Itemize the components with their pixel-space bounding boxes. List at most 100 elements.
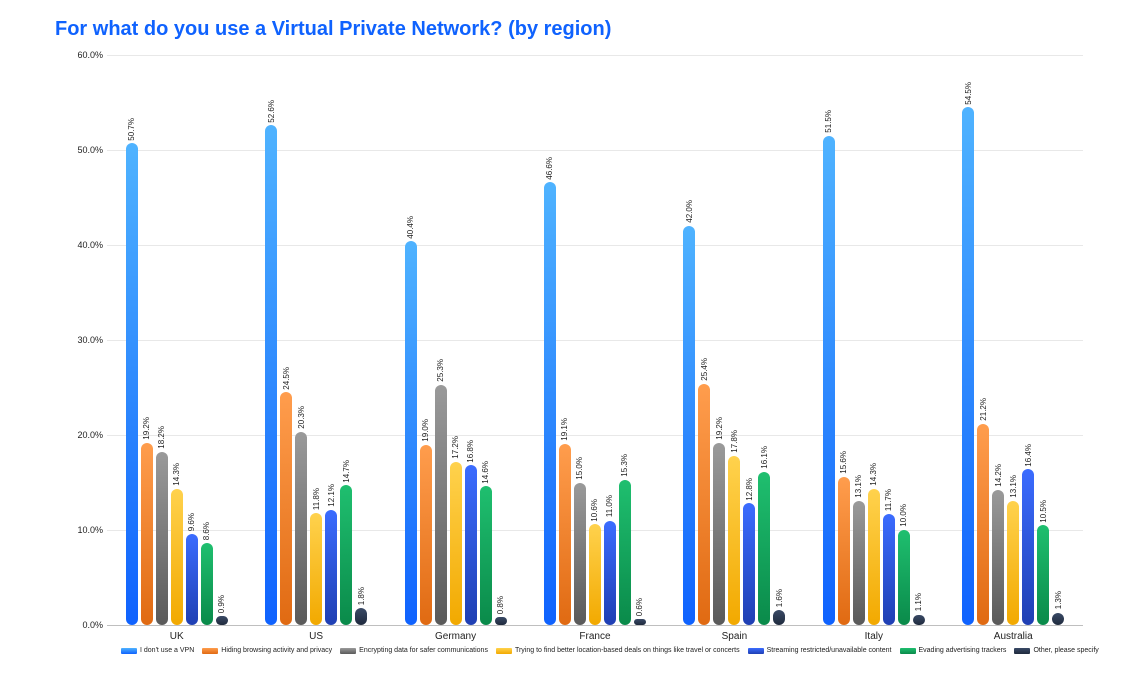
bar: 42.0% <box>683 55 695 625</box>
bar-rect <box>838 477 850 625</box>
bar-value-label: 11.8% <box>312 488 321 510</box>
x-axis-label: Australia <box>944 631 1083 642</box>
bar-rect <box>480 486 492 625</box>
bar: 17.8% <box>728 55 740 625</box>
bar: 1.6% <box>773 55 785 625</box>
bar-rect <box>186 534 198 625</box>
bar-value-label: 9.6% <box>187 513 196 531</box>
bar-value-label: 10.0% <box>899 504 908 527</box>
legend-swatch <box>1014 648 1030 654</box>
bar: 16.1% <box>758 55 770 625</box>
x-axis-label: Germany <box>386 631 525 642</box>
bar-value-label: 13.1% <box>1009 475 1018 498</box>
bar-value-label: 40.4% <box>406 216 415 239</box>
bar: 15.0% <box>574 55 586 625</box>
bar: 20.3% <box>295 55 307 625</box>
bar-value-label: 51.5% <box>824 110 833 133</box>
bar: 51.5% <box>823 55 835 625</box>
bar: 19.2% <box>141 55 153 625</box>
bar: 50.7% <box>126 55 138 625</box>
y-tick-label: 10.0% <box>63 525 103 535</box>
x-axis-labels: UKUSGermanyFranceSpainItalyAustralia <box>107 631 1083 642</box>
bar-rect <box>992 490 1004 625</box>
bar: 25.3% <box>435 55 447 625</box>
x-axis-label: France <box>525 631 664 642</box>
bar-value-label: 14.3% <box>172 463 181 486</box>
bar-value-label: 16.1% <box>760 446 769 469</box>
bar-value-label: 14.7% <box>342 460 351 483</box>
y-tick-label: 60.0% <box>63 50 103 60</box>
bar-group: 46.6%19.1%15.0%10.6%11.0%15.3%0.6% <box>525 55 664 625</box>
bar-value-label: 1.3% <box>1054 591 1063 609</box>
bar-rect <box>977 424 989 625</box>
bar-group: 40.4%19.0%25.3%17.2%16.8%14.6%0.8% <box>386 55 525 625</box>
bar-rect <box>420 445 432 626</box>
legend-item: Streaming restricted/unavailable content <box>748 647 892 654</box>
bar: 52.6% <box>265 55 277 625</box>
bar-group: 42.0%25.4%19.2%17.8%12.8%16.1%1.6% <box>665 55 804 625</box>
bar-rect <box>743 503 755 625</box>
bar: 14.3% <box>171 55 183 625</box>
bar-rect <box>883 514 895 625</box>
bar-value-label: 12.1% <box>327 484 336 507</box>
bar-rect <box>604 521 616 626</box>
y-tick-label: 30.0% <box>63 335 103 345</box>
bar: 14.2% <box>992 55 1004 625</box>
bar-value-label: 14.3% <box>869 463 878 486</box>
bar-rect <box>310 513 322 625</box>
bar: 1.8% <box>355 55 367 625</box>
bar-value-label: 25.3% <box>436 359 445 382</box>
legend-item: Encrypting data for safer communications <box>340 647 488 654</box>
legend-item: Evading advertising trackers <box>900 647 1007 654</box>
bar-value-label: 24.5% <box>282 367 291 390</box>
bar-rect <box>216 616 228 625</box>
legend-label: I don't use a VPN <box>140 647 194 654</box>
bar-value-label: 11.0% <box>605 495 614 517</box>
bar-group: 54.5%21.2%14.2%13.1%16.4%10.5%1.3% <box>944 55 1083 625</box>
bar-value-label: 21.2% <box>979 398 988 421</box>
bar-rect <box>962 107 974 625</box>
bar-value-label: 46.6% <box>545 157 554 180</box>
legend-item: I don't use a VPN <box>121 647 194 654</box>
bar: 54.5% <box>962 55 974 625</box>
legend-label: Other, please specify <box>1033 647 1098 654</box>
legend: I don't use a VPNHiding browsing activit… <box>115 647 1083 654</box>
legend-swatch <box>900 648 916 654</box>
bar-rect <box>435 385 447 625</box>
bar-value-label: 20.3% <box>297 406 306 429</box>
bar-value-label: 16.8% <box>466 440 475 463</box>
bar-value-label: 11.7% <box>884 489 893 511</box>
bar: 19.1% <box>559 55 571 625</box>
bar: 12.8% <box>743 55 755 625</box>
bar-rect <box>280 392 292 625</box>
bar-groups: 50.7%19.2%18.2%14.3%9.6%8.6%0.9%52.6%24.… <box>107 55 1083 625</box>
bar-rect <box>574 483 586 626</box>
bar: 16.4% <box>1022 55 1034 625</box>
legend-label: Encrypting data for safer communications <box>359 647 488 654</box>
bar-rect <box>728 456 740 625</box>
bar-rect <box>1037 525 1049 625</box>
bar-rect <box>126 143 138 625</box>
bar: 11.0% <box>604 55 616 625</box>
bar: 16.8% <box>465 55 477 625</box>
bar-rect <box>823 136 835 625</box>
bar-value-label: 19.2% <box>142 417 151 440</box>
bar-rect <box>265 125 277 625</box>
bar-value-label: 13.1% <box>854 475 863 498</box>
bar-value-label: 19.1% <box>560 418 569 441</box>
legend-label: Streaming restricted/unavailable content <box>767 647 892 654</box>
bar-value-label: 15.0% <box>575 457 584 480</box>
bar-rect <box>1022 469 1034 625</box>
legend-label: Trying to find better location-based dea… <box>515 647 740 654</box>
bar-rect <box>713 443 725 625</box>
bar: 11.8% <box>310 55 322 625</box>
y-tick-label: 40.0% <box>63 240 103 250</box>
bar-value-label: 50.7% <box>127 118 136 141</box>
bar: 10.0% <box>898 55 910 625</box>
y-tick-label: 50.0% <box>63 145 103 155</box>
bar-rect <box>698 384 710 625</box>
bar: 14.3% <box>868 55 880 625</box>
bar-rect <box>853 501 865 625</box>
legend-swatch <box>202 648 218 654</box>
bar-rect <box>683 226 695 625</box>
